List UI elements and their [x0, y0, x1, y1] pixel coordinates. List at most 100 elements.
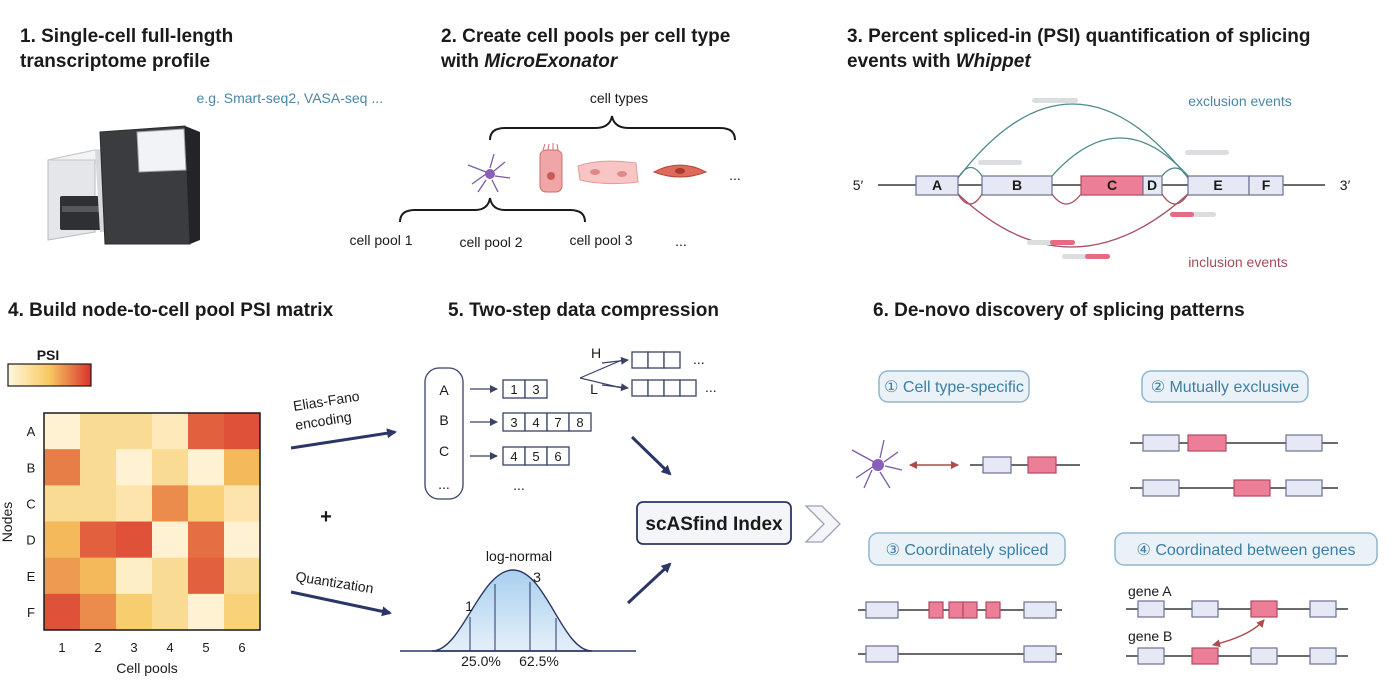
p3-iso1-exon-1: [865, 601, 899, 619]
lognormal-curve: [431, 569, 593, 652]
row-label-d: D: [26, 533, 35, 548]
distribution-marker-3: 3: [533, 569, 541, 585]
node-ellipsis: ...: [438, 476, 450, 492]
panel-2-title-prefix: with: [440, 51, 484, 72]
heatmap-frame: [43, 412, 261, 631]
panel-6-title: 6. De-novo discovery of splicing pattern…: [873, 300, 1245, 321]
split-low-label: L: [590, 381, 598, 397]
col-label-5: 5: [202, 640, 209, 655]
epithelial-cell-icon: [539, 143, 563, 193]
exon-b: [981, 175, 1053, 196]
p1-exon-1: [982, 456, 1012, 474]
inclusion-arc-a-b: [957, 193, 983, 205]
row-label-f: F: [27, 605, 35, 620]
panel-1: 1. Single-cell full-length transcriptome…: [20, 26, 383, 245]
five-prime-label: 5′: [853, 177, 864, 193]
cell-pools-brace: [399, 197, 586, 223]
list-2-box-4: [568, 412, 592, 432]
heatmap-cell-f-3: [116, 593, 152, 631]
heatmap-cell-f-2: [80, 593, 116, 631]
heatmap-col-labels: 1 2 3 4 5 6: [58, 640, 245, 655]
split-low-ellipsis: ...: [705, 379, 717, 395]
quantization-arrow: [290, 590, 392, 617]
panel-4-title: 4. Build node-to-cell pool PSI matrix: [8, 300, 334, 321]
panel-2-title-tool: MicroExonator: [484, 51, 619, 72]
neuron-icon-small: [851, 439, 903, 489]
pattern-coordinately-spliced-label: ③ Coordinately spliced: [886, 542, 1049, 559]
heatmap-cell-e-4: [152, 557, 188, 595]
gene-b-exon-4: [1309, 647, 1337, 665]
heatmap-cell-d-5: [188, 521, 224, 558]
exon-f: [1248, 175, 1284, 196]
list-2-value-2: 4: [532, 415, 539, 430]
p3-iso1-exon-3: [948, 601, 964, 619]
dist-to-index-arrow: [626, 562, 672, 605]
heatmap-cell-c-5: [188, 485, 224, 522]
split-high-label: H: [591, 345, 601, 361]
heatmap-cell-f-1: [44, 593, 80, 631]
exclusion-arc-a-e: [957, 103, 1189, 179]
p2-iso2-exon-1: [1142, 479, 1180, 497]
lists-to-index-arrow: [630, 435, 672, 476]
heatmap-cell-a-4: [152, 413, 188, 450]
exon-a-label: A: [932, 177, 942, 193]
row-label-b: B: [27, 460, 36, 475]
list-1-box-2: [524, 379, 548, 399]
heatmap-cell-c-6: [224, 485, 260, 522]
col-label-2: 2: [94, 640, 101, 655]
heatmap-cell-c-3: [116, 485, 152, 522]
p3-iso2-exon-1: [865, 645, 899, 663]
p2-iso1-exon-1: [1142, 434, 1180, 452]
heatmap-cell-a-3: [116, 413, 152, 450]
heatmap-cell-d-3: [116, 521, 152, 558]
heatmap-cell-c-2: [80, 485, 116, 522]
list-1-value-1: 1: [510, 382, 517, 397]
panel-1-title-line2: transcriptome profile: [20, 51, 210, 72]
cell-pools-ellipsis: ...: [675, 233, 687, 249]
pattern-coordinated-between-genes-label: ④ Coordinated between genes: [1137, 542, 1356, 559]
split-fork: [579, 359, 623, 389]
scasfind-index-label: scASfind Index: [645, 514, 783, 535]
heatmap-cell-f-6: [224, 593, 260, 631]
exon-d: [1142, 175, 1163, 196]
split-high-arrow: [601, 356, 629, 365]
percent-label-2: 62.5%: [519, 653, 559, 669]
panel-2-title-line1: 2. Create cell pools per cell type: [441, 26, 730, 47]
col-label-6: 6: [238, 640, 245, 655]
col-label-1: 1: [58, 640, 65, 655]
inclusion-arc-d-e: [1161, 193, 1189, 205]
heatmap-cell-a-2: [80, 413, 116, 450]
x-axis-label: Cell pools: [116, 660, 177, 676]
p2-iso1-exon-2: [1187, 434, 1227, 452]
heatmap-cell-e-6: [224, 557, 260, 595]
pattern-cell-type-specific-label: ① Cell type-specific: [884, 379, 1024, 396]
scasfind-index-box: [636, 501, 792, 545]
node-a: A: [439, 382, 449, 398]
exclusion-arc-b-e: [1051, 137, 1189, 177]
heatmap-cell-b-5: [188, 449, 224, 486]
list-1-value-2: 3: [532, 382, 539, 397]
heatmap-cell-c-4: [152, 485, 188, 522]
panel-6: 6. De-novo discovery of splicing pattern…: [851, 300, 1378, 665]
panel-4: 4. Build node-to-cell pool PSI matrix PS…: [0, 300, 334, 676]
split-high-boxes: [631, 351, 681, 369]
heatmap-cell-d-6: [224, 521, 260, 558]
p3-iso2-exon-2: [1023, 645, 1057, 663]
heatmap-cell-e-5: [188, 557, 224, 595]
p2-iso2-exon-2: [1233, 479, 1271, 497]
row-label-c: C: [26, 496, 35, 511]
split-low-arrow: [601, 383, 629, 392]
heatmap-cell-b-2: [80, 449, 116, 486]
heatmap-cell-b-6: [224, 449, 260, 486]
cell-types-ellipsis: ...: [729, 167, 741, 183]
node-capsule: [424, 367, 464, 500]
panel-3-title-prefix: events with: [847, 51, 956, 72]
gene-b-exon-2: [1191, 647, 1219, 665]
heatmap-cell-e-3: [116, 557, 152, 595]
panel-1-title-line1: 1. Single-cell full-length: [20, 26, 233, 47]
heatmap-cell-a-1: [44, 413, 80, 450]
heatmap-cell-d-2: [80, 521, 116, 558]
p1-exon-2: [1027, 456, 1057, 474]
psi-legend-gradient: [7, 363, 92, 387]
